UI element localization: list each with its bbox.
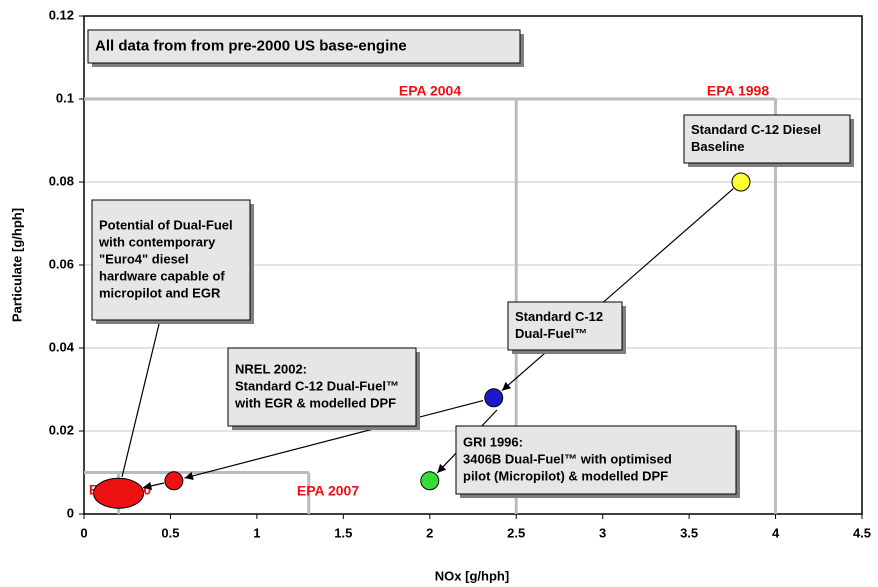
annotation-text: micropilot and EGR [99, 285, 221, 300]
annotation-box [87, 29, 521, 64]
annotation-text: GRI 1996: [463, 434, 523, 449]
annotation-text: All data from from pre-2000 US base-engi… [95, 37, 407, 54]
limit-label: EPA 2004 [399, 83, 461, 99]
annotation-text: 3406B Dual-Fuel™ with optimised [463, 451, 672, 466]
annotation-text: Standard C-12 Diesel [691, 122, 821, 137]
annotation-box [227, 347, 417, 427]
x-tick-label: 2 [426, 525, 433, 540]
annotation-text: with contemporary [98, 234, 216, 249]
annotation-text: hardware capable of [99, 268, 225, 283]
annotation-text: Standard C-12 [515, 309, 603, 324]
annotation-box [455, 425, 737, 495]
y-tick-label: 0.1 [56, 90, 74, 105]
arrow [501, 188, 734, 392]
annotation-text: pilot (Micropilot) & modelled DPF [463, 468, 668, 483]
x-tick-label: 4 [772, 525, 780, 540]
y-tick-label: 0.06 [49, 256, 74, 271]
point [484, 388, 504, 408]
arrow [184, 399, 484, 480]
arrow [142, 481, 165, 491]
point [164, 471, 184, 491]
annotation-text: Dual-Fuel™ [515, 326, 587, 341]
point [420, 471, 440, 491]
x-tick-label: 0.5 [161, 525, 179, 540]
annotation-text: "Euro4" diesel [99, 251, 189, 266]
x-tick-label: 2.5 [507, 525, 525, 540]
connector [121, 319, 161, 478]
y-tick-label: 0 [67, 505, 74, 520]
annotation-box [507, 301, 623, 351]
x-tick-label: 3 [599, 525, 606, 540]
point [731, 172, 751, 192]
x-tick-label: 1 [253, 525, 260, 540]
limit-label: EPA 2007 [297, 483, 359, 499]
x-tick-label: 1.5 [334, 525, 352, 540]
annotation-box [683, 114, 851, 164]
annotation-text: Potential of Dual-Fuel [99, 217, 233, 232]
y-tick-label: 0.08 [49, 173, 74, 188]
plot-frame [83, 15, 863, 515]
annotation-box [91, 199, 251, 321]
x-tick-label: 3.5 [680, 525, 698, 540]
x-axis-label: NOx [g/hph] [435, 568, 509, 583]
x-tick-label: 0 [80, 525, 87, 540]
annotation-text: with EGR & modelled DPF [234, 395, 396, 410]
y-tick-label: 0.04 [49, 339, 75, 354]
limit-label: EPA 1998 [707, 83, 769, 99]
point [93, 477, 145, 509]
annotation-text: Standard C-12 Dual-Fuel™ [235, 378, 399, 393]
y-axis-label: Particulate [g/hph] [9, 208, 24, 322]
annotation-text: NREL 2002: [235, 361, 307, 376]
annotation-text: Baseline [691, 139, 744, 154]
x-tick-label: 4.5 [853, 525, 871, 540]
y-tick-label: 0.02 [49, 422, 74, 437]
y-tick-label: 0.12 [49, 7, 74, 22]
